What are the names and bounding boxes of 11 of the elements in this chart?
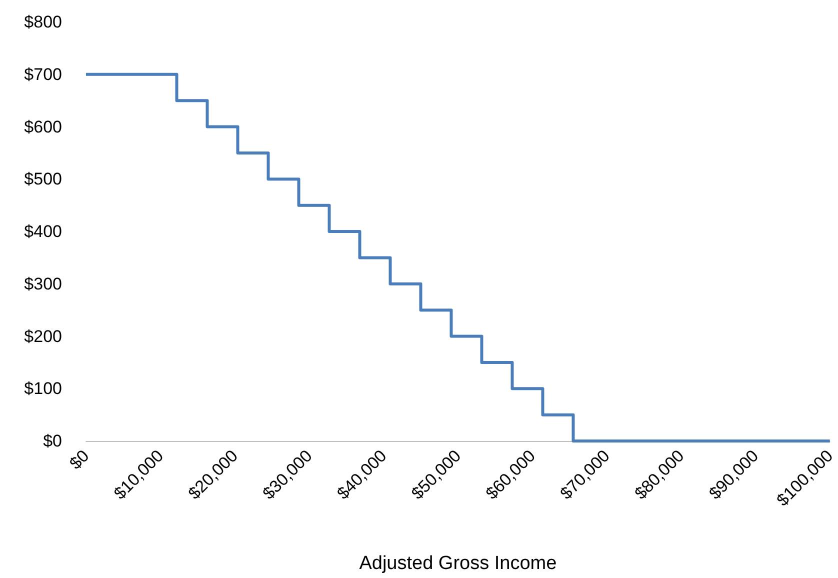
y-tick-label: $800 <box>24 12 62 32</box>
y-tick-label: $200 <box>24 326 62 346</box>
y-tick-label: $600 <box>24 117 62 136</box>
x-axis-title: Adjusted Gross Income <box>359 553 557 574</box>
y-tick-label: $400 <box>24 222 62 241</box>
y-tick-label: $700 <box>24 64 62 84</box>
x-tick-label: $0 <box>66 446 93 474</box>
y-tick-label: $500 <box>24 170 62 189</box>
y-tick-label: $300 <box>24 274 62 294</box>
y-tick-label: $100 <box>24 379 62 398</box>
y-tick-label: $0 <box>43 432 62 450</box>
